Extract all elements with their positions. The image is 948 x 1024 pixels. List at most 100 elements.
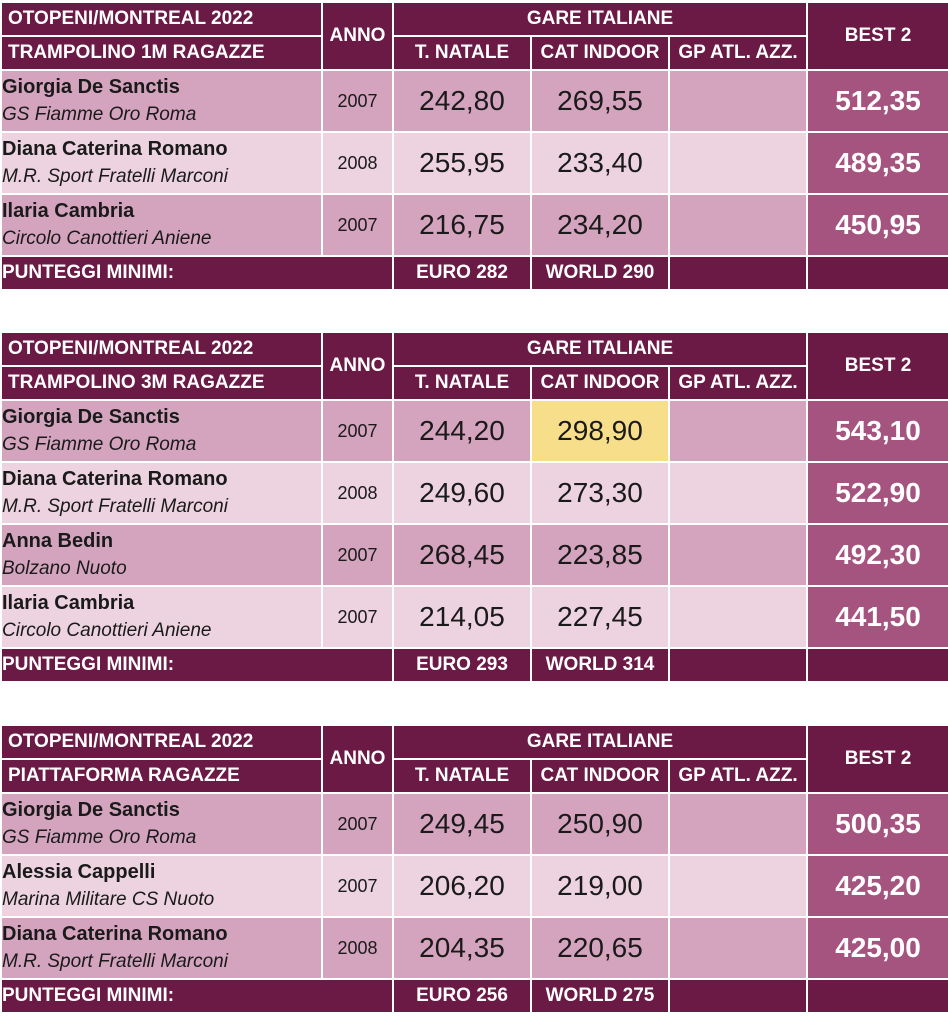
category-title: PIATTAFORMA RAGAZZE [0, 758, 323, 794]
score-natale: 206,20 [392, 854, 532, 918]
anno-header: ANNO [321, 724, 394, 794]
best2-header: BEST 2 [806, 331, 948, 401]
athlete-year: 2007 [321, 69, 394, 133]
athlete-year: 2007 [321, 792, 394, 856]
athlete-year: 2008 [321, 461, 394, 525]
scores-table-trampolino-1m: OTOPENI/MONTREAL 2022 ANNO GARE ITALIANE… [0, 1, 948, 291]
athlete-club: GS Fiamme Oro Roma [2, 104, 197, 125]
gare-italiane-header: GARE ITALIANE [391, 1, 809, 37]
score-natale: 216,75 [392, 193, 532, 257]
footer-empty [667, 978, 809, 1014]
minimum-scores-label: PUNTEGGI MINIMI: [0, 978, 394, 1014]
minimum-scores-label: PUNTEGGI MINIMI: [0, 255, 394, 291]
table-row: Giorgia De Sanctis GS Fiamme Oro Roma 200… [0, 69, 948, 133]
score-indoor: 269,55 [530, 69, 670, 133]
athlete-club: Circolo Canottieri Aniene [2, 228, 212, 249]
athlete-club: Circolo Canottieri Aniene [2, 620, 212, 641]
col-gp-header: GP ATL. AZZ. [667, 365, 809, 401]
score-indoor: 234,20 [530, 193, 670, 257]
score-indoor-highlighted: 298,90 [530, 399, 670, 463]
best2-score: 425,20 [806, 854, 948, 918]
athlete-name: Giorgia De Sanctis [2, 799, 180, 821]
category-title: TRAMPOLINO 1M RAGAZZE [0, 35, 323, 71]
best2-header: BEST 2 [806, 724, 948, 794]
score-natale: 249,60 [392, 461, 532, 525]
athlete-name: Ilaria Cambria [2, 592, 135, 614]
best2-score: 500,35 [806, 792, 948, 856]
athlete-year: 2008 [321, 916, 394, 980]
score-natale: 268,45 [392, 523, 532, 587]
col-indoor-header: CAT INDOOR [530, 35, 670, 71]
table-row: Ilaria Cambria Circolo Canottieri Aniene … [0, 585, 948, 649]
athlete-name: Diana Caterina Romano [2, 923, 228, 945]
table-row: Diana Caterina Romano M.R. Sport Fratelli… [0, 461, 948, 525]
score-natale: 204,35 [392, 916, 532, 980]
score-indoor: 233,40 [530, 131, 670, 195]
best2-score: 425,00 [806, 916, 948, 980]
event-title: OTOPENI/MONTREAL 2022 [0, 331, 323, 367]
euro-minimum: EURO 256 [392, 978, 532, 1014]
best2-score: 492,30 [806, 523, 948, 587]
score-gp [667, 792, 809, 856]
minimum-scores-label: PUNTEGGI MINIMI: [0, 647, 394, 683]
athlete-club: GS Fiamme Oro Roma [2, 827, 197, 848]
score-natale: 249,45 [392, 792, 532, 856]
score-indoor: 250,90 [530, 792, 670, 856]
best2-score: 489,35 [806, 131, 948, 195]
score-gp [667, 585, 809, 649]
score-natale: 244,20 [392, 399, 532, 463]
table-row: Alessia Cappelli Marina Militare CS Nuoto… [0, 854, 948, 918]
athlete-club: GS Fiamme Oro Roma [2, 434, 197, 455]
score-indoor: 227,45 [530, 585, 670, 649]
athlete-name: Ilaria Cambria [2, 200, 135, 222]
athlete-year: 2007 [321, 523, 394, 587]
score-gp [667, 916, 809, 980]
event-title: OTOPENI/MONTREAL 2022 [0, 724, 323, 760]
col-gp-header: GP ATL. AZZ. [667, 35, 809, 71]
col-indoor-header: CAT INDOOR [530, 365, 670, 401]
athlete-name: Anna Bedin [2, 530, 114, 552]
athlete-club: Marina Militare CS Nuoto [2, 889, 215, 910]
score-natale: 242,80 [392, 69, 532, 133]
score-gp [667, 854, 809, 918]
best2-score: 543,10 [806, 399, 948, 463]
score-indoor: 223,85 [530, 523, 670, 587]
table-row: Ilaria Cambria Circolo Canottieri Aniene … [0, 193, 948, 257]
col-indoor-header: CAT INDOOR [530, 758, 670, 794]
best2-score: 522,90 [806, 461, 948, 525]
category-title: TRAMPOLINO 3M RAGAZZE [0, 365, 323, 401]
world-minimum: WORLD 275 [530, 978, 670, 1014]
athlete-name: Giorgia De Sanctis [2, 76, 180, 98]
table-row: Diana Caterina Romano M.R. Sport Fratelli… [0, 131, 948, 195]
best2-header: BEST 2 [806, 1, 948, 71]
world-minimum: WORLD 314 [530, 647, 670, 683]
footer-empty [667, 647, 809, 683]
footer-empty [806, 647, 948, 683]
athlete-year: 2007 [321, 854, 394, 918]
scores-table-trampolino-3m: OTOPENI/MONTREAL 2022 ANNO GARE ITALIANE… [0, 331, 948, 683]
scores-table-piattaforma: OTOPENI/MONTREAL 2022 ANNO GARE ITALIANE… [0, 724, 948, 1014]
athlete-name: Diana Caterina Romano [2, 468, 228, 490]
footer-empty [806, 978, 948, 1014]
table-row: Giorgia De Sanctis GS Fiamme Oro Roma 200… [0, 792, 948, 856]
athlete-club: M.R. Sport Fratelli Marconi [2, 496, 228, 517]
score-gp [667, 523, 809, 587]
event-title: OTOPENI/MONTREAL 2022 [0, 1, 323, 37]
athlete-year: 2007 [321, 585, 394, 649]
best2-score: 450,95 [806, 193, 948, 257]
col-natale-header: T. NATALE [392, 35, 532, 71]
athlete-year: 2007 [321, 399, 394, 463]
athlete-club: M.R. Sport Fratelli Marconi [2, 951, 228, 972]
athlete-name: Giorgia De Sanctis [2, 406, 180, 428]
score-gp [667, 131, 809, 195]
euro-minimum: EURO 282 [392, 255, 532, 291]
world-minimum: WORLD 290 [530, 255, 670, 291]
athlete-club: Bolzano Nuoto [2, 558, 127, 579]
score-indoor: 219,00 [530, 854, 670, 918]
athlete-name: Diana Caterina Romano [2, 138, 228, 160]
athlete-year: 2007 [321, 193, 394, 257]
anno-header: ANNO [321, 1, 394, 71]
best2-score: 441,50 [806, 585, 948, 649]
table-row: Giorgia De Sanctis GS Fiamme Oro Roma 200… [0, 399, 948, 463]
score-natale: 214,05 [392, 585, 532, 649]
